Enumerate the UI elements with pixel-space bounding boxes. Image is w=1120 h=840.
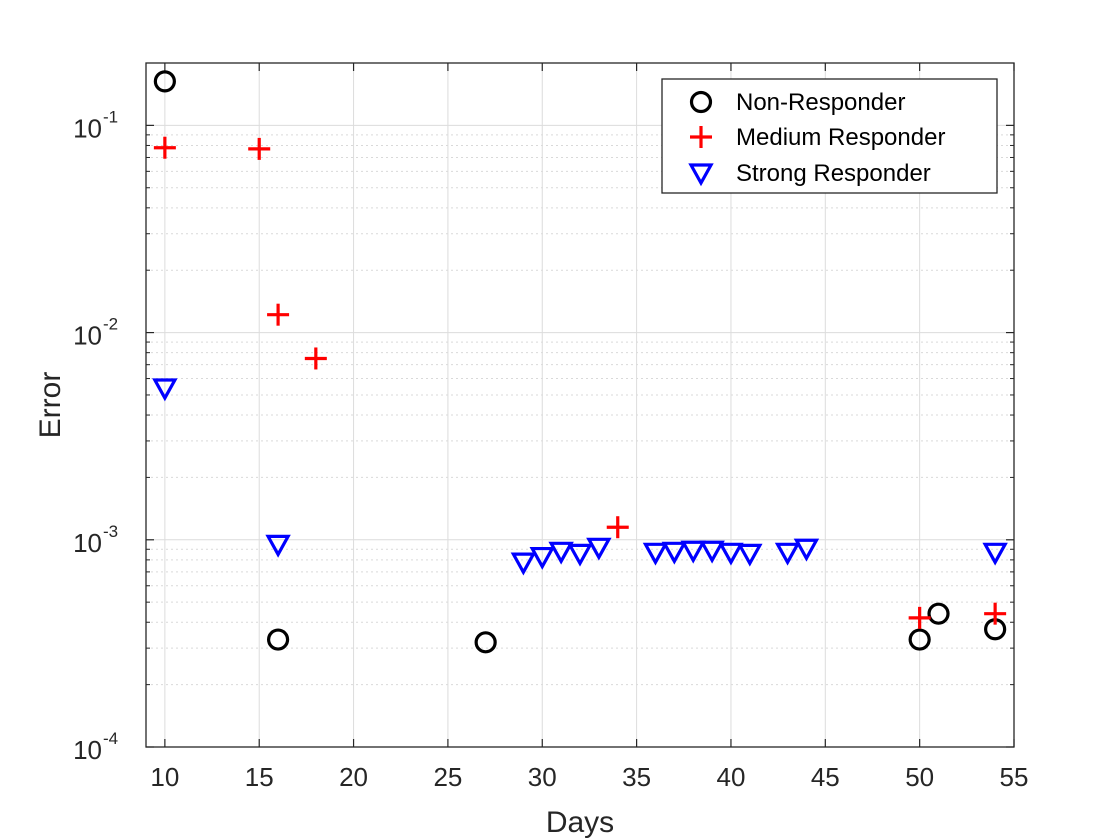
point-medium-responder	[606, 516, 629, 539]
y-tick-label-base: 10	[73, 321, 102, 351]
point-non-responder	[927, 602, 950, 625]
point-strong-responder	[718, 542, 744, 566]
x-tick-label: 30	[528, 762, 557, 792]
y-tick-label-exponent: -2	[103, 315, 118, 334]
point-strong-responder	[510, 552, 537, 576]
x-tick-label: 45	[811, 762, 840, 792]
point-non-responder	[153, 70, 176, 93]
x-tick-label: 10	[150, 762, 179, 792]
point-strong-responder	[548, 541, 574, 565]
point-non-responder	[908, 628, 931, 651]
legend-marker-medium-responder	[690, 126, 712, 148]
series-medium-responder	[153, 136, 1007, 629]
point-medium-responder	[267, 303, 290, 326]
x-tick-label: 35	[622, 762, 651, 792]
series-strong-responder	[152, 378, 1008, 576]
y-tick-label-exponent: -1	[103, 107, 118, 126]
legend-markers	[688, 90, 714, 187]
legend-label-non-responder: Non-Responder	[736, 89, 905, 116]
point-strong-responder	[567, 543, 593, 567]
point-strong-responder	[982, 542, 1008, 566]
data-points	[152, 70, 1008, 654]
y-tick-label-base: 10	[73, 113, 102, 143]
legend-label-strong-responder: Strong Responder	[736, 160, 931, 187]
point-strong-responder	[642, 542, 669, 566]
point-strong-responder	[265, 534, 291, 558]
y-tick-label-exponent: -4	[103, 729, 118, 748]
point-strong-responder	[737, 543, 763, 567]
y-axis-title: Error	[34, 372, 67, 439]
y-tick-label-base: 10	[73, 735, 102, 765]
legend-marker-strong-responder	[688, 163, 714, 187]
x-tick-label: 40	[716, 762, 745, 792]
y-tick-label: 10 -3	[73, 522, 118, 558]
point-strong-responder	[529, 546, 555, 570]
point-strong-responder	[680, 540, 706, 564]
y-tick-label-base: 10	[73, 528, 102, 558]
y-tick-label-exponent: -3	[103, 522, 118, 541]
legend-box	[661, 78, 998, 194]
plot-frame	[145, 62, 1015, 748]
x-axis-title: Days	[546, 806, 614, 839]
point-strong-responder	[793, 538, 820, 562]
x-tick-labels: 10 15 20 25 30 35 40 45 50 55	[150, 762, 1028, 792]
point-medium-responder	[908, 606, 931, 629]
y-tick-labels: 10-410-310-210-1	[73, 107, 118, 765]
point-medium-responder	[248, 137, 271, 160]
point-strong-responder	[774, 542, 801, 566]
point-medium-responder	[304, 347, 327, 370]
point-medium-responder	[984, 602, 1007, 625]
legend-label-medium-responder: Medium Responder	[736, 124, 945, 151]
point-non-responder	[474, 631, 497, 654]
x-tick-label: 50	[905, 762, 934, 792]
x-tick-label: 15	[245, 762, 274, 792]
point-strong-responder	[699, 540, 725, 564]
x-tick-label: 25	[433, 762, 462, 792]
y-tick-label: 10 -2	[73, 315, 118, 351]
legend-marker-non-responder	[689, 90, 713, 114]
y-tick-label: 10 -4	[73, 729, 118, 765]
point-medium-responder	[153, 136, 176, 159]
x-tick-label: 20	[339, 762, 368, 792]
legend: Non-Responder Medium Responder Strong Re…	[661, 78, 998, 194]
series-non-responder	[153, 70, 1007, 654]
point-strong-responder	[152, 378, 178, 402]
point-non-responder	[266, 628, 290, 651]
point-strong-responder	[586, 537, 612, 561]
y-tick-label: 10 -1	[73, 107, 118, 143]
point-strong-responder	[661, 541, 688, 565]
x-tick-label: 55	[1000, 762, 1029, 792]
